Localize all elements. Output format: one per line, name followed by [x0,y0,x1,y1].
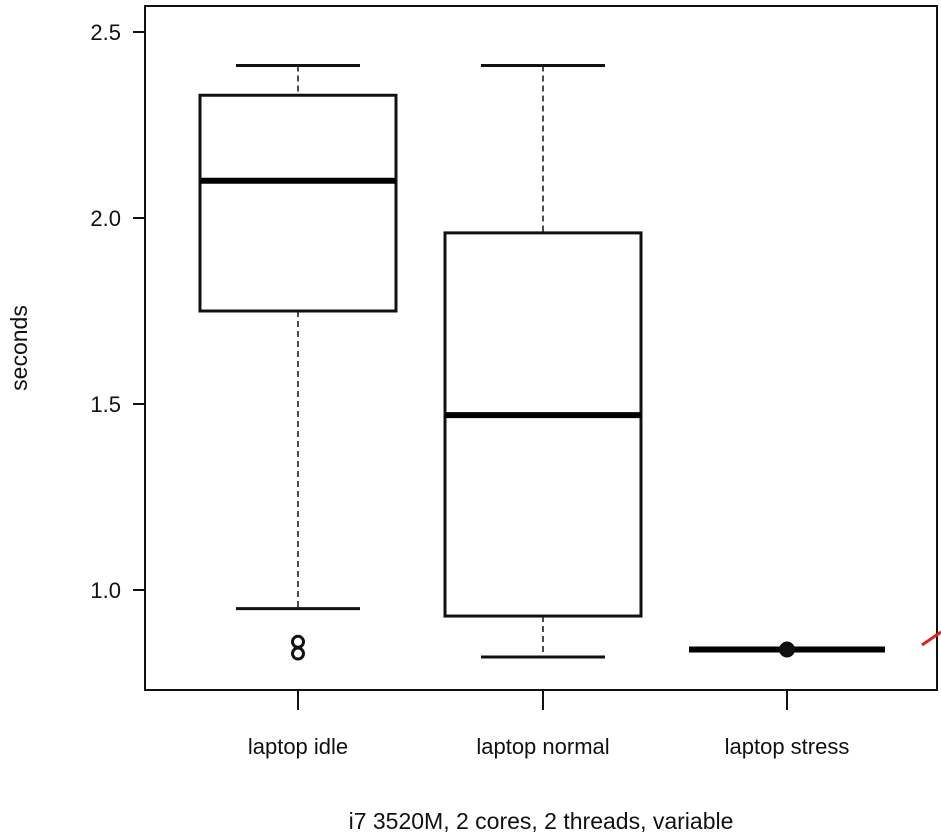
x-tick-label: laptop idle [248,734,348,759]
y-tick-label: 2.0 [90,206,121,231]
x-tick-label: laptop stress [725,734,850,759]
y-tick-label: 1.5 [90,392,121,417]
y-axis-title: seconds [6,305,32,391]
plot-frame [144,5,938,691]
y-tick-label: 2.5 [90,20,121,45]
outlier-point [291,634,305,649]
box-iqr [198,93,398,313]
y-tick-label: 1.0 [90,578,121,603]
annotation-mark [921,630,941,647]
box-iqr [443,231,643,618]
x-tick-label: laptop normal [476,734,609,759]
plot-area: 1.0 1.5 2.0 2.5 laptop idle laptop normal lapt… [90,5,941,759]
outlier-point [291,646,305,661]
outlier-point [779,641,795,658]
x-axis-title: i7 3520M, 2 cores, 2 threads, variable [349,808,734,834]
